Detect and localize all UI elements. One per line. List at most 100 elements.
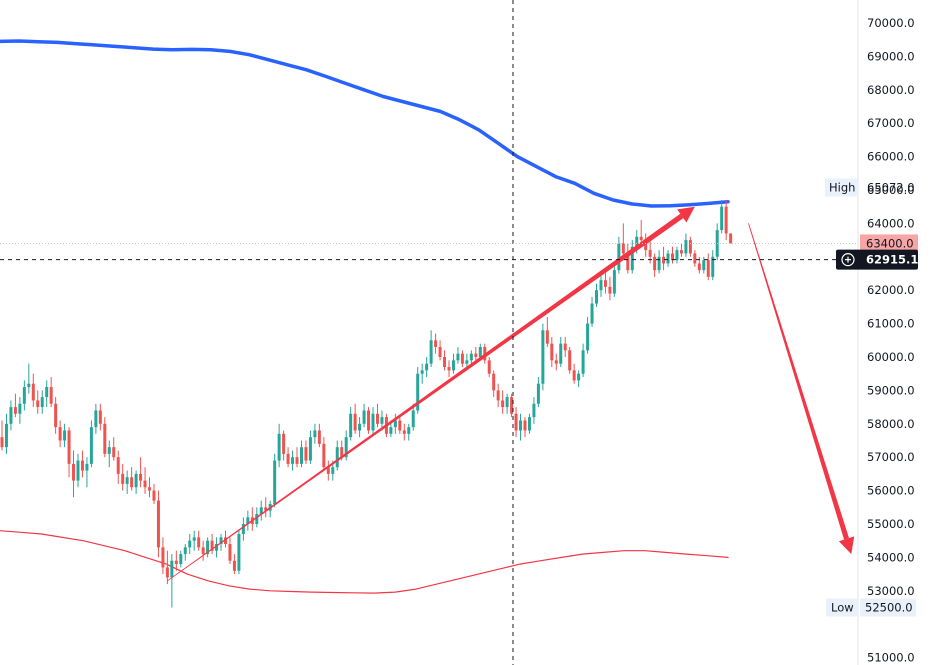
- candle: [4, 413, 8, 454]
- candle: [143, 467, 147, 494]
- candle-body: [586, 323, 590, 351]
- y-tick-label: 68000.0: [867, 83, 915, 97]
- candle: [277, 423, 281, 468]
- candle: [210, 534, 214, 555]
- candle-body: [443, 357, 447, 368]
- candle-body: [581, 350, 585, 374]
- candle: [568, 346, 572, 374]
- candle: [420, 363, 424, 384]
- candle: [563, 336, 567, 357]
- candle: [510, 393, 514, 418]
- current-price-tag-box: [860, 234, 918, 253]
- candle: [590, 296, 594, 327]
- candle: [469, 350, 473, 364]
- candle: [326, 460, 330, 481]
- candle: [192, 530, 196, 551]
- candle-body: [170, 560, 174, 578]
- candle: [313, 423, 317, 444]
- candle: [273, 453, 277, 508]
- candle-body: [425, 363, 429, 371]
- candle-body: [215, 544, 219, 551]
- candle: [27, 363, 31, 394]
- y-tick-label: 70000.0: [867, 16, 915, 30]
- candle-body: [121, 473, 125, 484]
- candle-body: [657, 256, 661, 271]
- candle: [679, 243, 683, 257]
- candle-body: [407, 427, 411, 434]
- candle: [237, 530, 241, 575]
- candle: [49, 377, 53, 408]
- candle: [349, 407, 353, 441]
- crosshair-price-tag-box: [836, 249, 918, 270]
- candle: [505, 393, 509, 414]
- candle: [353, 403, 357, 434]
- candle: [308, 430, 312, 464]
- low-label-box: [826, 598, 858, 617]
- candle: [496, 383, 500, 408]
- candle: [626, 243, 630, 274]
- candle-body: [505, 397, 509, 408]
- candle: [54, 397, 58, 434]
- candle: [501, 390, 505, 414]
- candle: [58, 420, 62, 448]
- candle-body: [550, 343, 554, 361]
- candle-body: [519, 420, 523, 431]
- candle-body: [89, 427, 93, 464]
- candle-body: [608, 286, 612, 294]
- low-value: 52500.0: [865, 601, 913, 615]
- candle: [188, 534, 192, 555]
- y-tick-label: 57000.0: [867, 450, 915, 464]
- candle: [416, 367, 420, 414]
- candle: [630, 240, 634, 274]
- candle: [438, 340, 442, 361]
- candle: [116, 450, 120, 484]
- candle-body: [697, 263, 701, 271]
- candle-body: [662, 256, 666, 264]
- candle-body: [590, 303, 594, 324]
- candle-body: [559, 343, 563, 364]
- candle: [317, 423, 321, 448]
- candle: [541, 323, 545, 391]
- candle: [22, 380, 26, 411]
- candle: [514, 407, 518, 438]
- candle: [80, 450, 84, 478]
- candle: [375, 403, 379, 428]
- candle-body: [639, 236, 643, 241]
- candle-body: [554, 360, 558, 364]
- candle: [139, 457, 143, 488]
- candle-body: [273, 460, 277, 504]
- candle-body: [259, 507, 263, 514]
- candle-body: [107, 447, 111, 454]
- candle-body: [666, 253, 670, 264]
- price-axis[interactable]: 70000.0 69000.0 68000.0 67000.0 66000.0 65000…: [857, 0, 915, 665]
- candle: [215, 537, 219, 558]
- candle-body: [9, 407, 13, 424]
- candle-body: [125, 477, 129, 484]
- candle: [76, 453, 80, 488]
- candle-body: [367, 410, 371, 431]
- candle-body: [389, 427, 393, 434]
- candle-body: [277, 433, 281, 461]
- candle: [536, 377, 540, 408]
- candle: [693, 250, 697, 267]
- candle-body: [340, 447, 344, 458]
- candle: [407, 423, 411, 441]
- candle-body: [40, 397, 44, 408]
- candle-body: [478, 346, 482, 357]
- candle-body: [27, 383, 31, 388]
- crosshair-price-tag: 62915.1: [866, 253, 918, 267]
- candle-body: [492, 373, 496, 391]
- candle-body: [0, 437, 4, 448]
- candle-body: [139, 473, 143, 481]
- candle-body: [152, 490, 156, 501]
- candle-body: [711, 256, 715, 277]
- annotation-layer: [167, 206, 855, 582]
- candle: [581, 343, 585, 378]
- candle-body: [541, 330, 545, 384]
- candle-body: [174, 560, 178, 565]
- candle-body: [617, 243, 621, 271]
- y-tick-label: 60000.0: [867, 350, 915, 364]
- candle: [125, 470, 129, 494]
- candle-body: [22, 387, 26, 404]
